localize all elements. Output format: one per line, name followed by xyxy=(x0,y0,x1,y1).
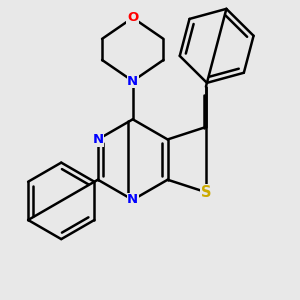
Text: O: O xyxy=(127,11,138,24)
Text: N: N xyxy=(92,133,104,146)
Text: S: S xyxy=(201,185,211,200)
Text: N: N xyxy=(127,75,138,88)
Text: N: N xyxy=(127,194,138,206)
